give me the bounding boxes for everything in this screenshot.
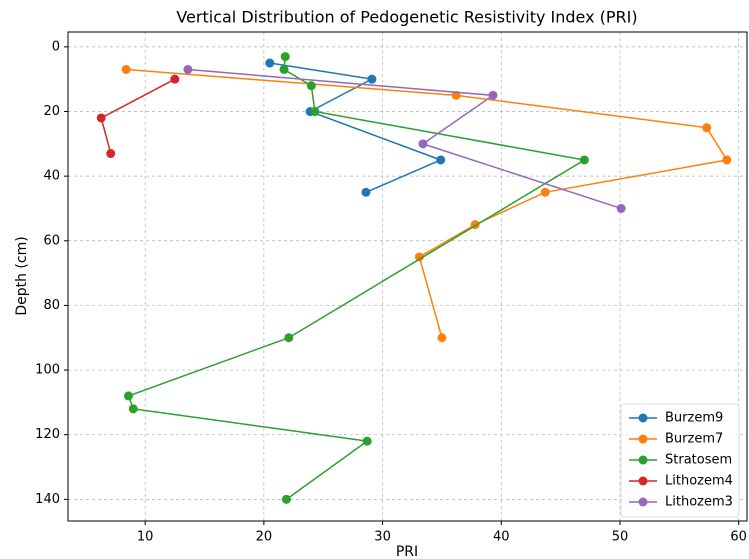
x-tick-label: 20 <box>256 530 273 545</box>
y-tick-label: 20 <box>43 104 60 119</box>
data-point <box>96 113 106 123</box>
legend-label: Lithozem4 <box>665 474 733 489</box>
x-axis-label: PRI <box>396 544 418 559</box>
data-point <box>361 187 371 197</box>
series-line <box>127 56 587 500</box>
data-point <box>540 187 550 197</box>
data-point <box>579 155 589 165</box>
data-point <box>281 494 291 504</box>
legend-marker <box>638 497 648 507</box>
y-tick-label: 60 <box>43 233 60 248</box>
data-point <box>436 155 446 165</box>
x-tick-label: 30 <box>374 530 391 545</box>
data-point <box>616 203 626 213</box>
y-tick-label: 0 <box>52 39 60 54</box>
legend-label: Lithozem3 <box>665 495 733 510</box>
data-point <box>106 149 116 159</box>
y-tick-label: 140 <box>35 492 60 507</box>
data-point <box>362 436 372 446</box>
x-tick-label: 60 <box>730 530 747 545</box>
y-axis-label: Depth (cm) <box>14 236 30 315</box>
data-point <box>418 139 428 149</box>
data-point <box>284 333 294 343</box>
x-tick-label: 50 <box>612 530 629 545</box>
data-point <box>121 64 131 74</box>
data-point <box>124 391 134 401</box>
series-line <box>100 78 176 154</box>
legend-marker <box>638 476 648 486</box>
x-tick-label: 10 <box>137 530 154 545</box>
series-line <box>126 68 729 338</box>
data-point <box>183 64 193 74</box>
y-tick-label: 100 <box>35 363 60 378</box>
legend-marker <box>638 455 648 465</box>
y-tick-label: 80 <box>43 298 60 313</box>
chart-title: Vertical Distribution of Pedogenetic Res… <box>176 8 637 27</box>
data-point <box>265 58 275 68</box>
series-line <box>187 68 622 210</box>
x-tick-label: 40 <box>493 530 510 545</box>
legend-label: Burzem9 <box>665 411 723 426</box>
data-point <box>437 333 447 343</box>
data-point <box>310 107 320 117</box>
data-point <box>367 74 377 84</box>
data-point <box>280 52 290 62</box>
data-point <box>488 90 498 100</box>
data-point <box>702 123 712 133</box>
data-point <box>170 74 180 84</box>
y-tick-label: 40 <box>43 169 60 184</box>
y-tick-label: 120 <box>35 427 60 442</box>
data-point <box>414 252 424 262</box>
legend-marker <box>638 434 648 444</box>
legend-label: Burzem7 <box>665 432 723 447</box>
plot-frame <box>67 31 748 522</box>
legend-marker <box>638 413 648 423</box>
data-point <box>306 81 316 91</box>
legend-label: Stratosem <box>665 453 732 468</box>
legend: Burzem9 Burzem7 Stratosem Lithozem4 Lithozem… <box>620 403 740 518</box>
legend-box <box>620 403 740 518</box>
data-point <box>722 155 732 165</box>
data-point <box>128 404 138 414</box>
data-point <box>279 64 289 74</box>
